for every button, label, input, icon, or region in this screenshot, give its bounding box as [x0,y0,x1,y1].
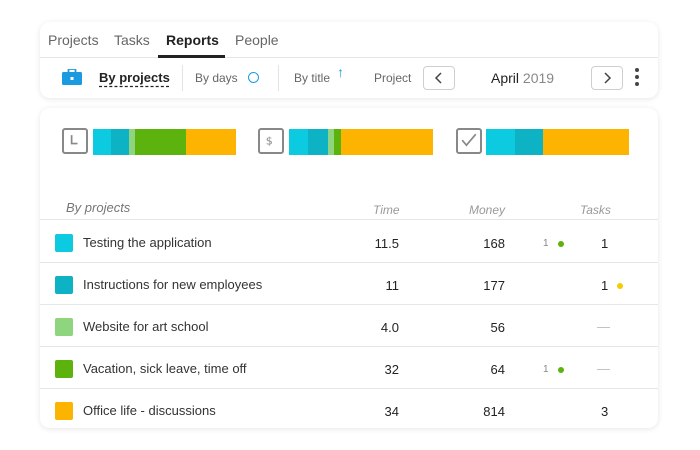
summary-bar-segment [135,129,187,155]
project-filter-label[interactable]: Project [374,71,412,85]
tasks-summary-bar [486,129,629,155]
summary-bar-segment [334,129,341,155]
prev-month-button[interactable] [423,66,455,90]
report-card: $ By projects Time Money Tasks Testing t… [40,108,658,428]
project-name[interactable]: Vacation, sick leave, time off [83,361,247,376]
briefcase-icon [62,69,82,85]
summary-bar-segment [327,129,335,155]
money-summary-bar [289,129,433,155]
summary-bar-segment [128,129,136,155]
status-dot-icon [617,283,623,289]
project-color-swatch [55,402,73,420]
more-menu-icon[interactable] [635,68,639,88]
month-label: April [491,70,520,86]
project-color-swatch [55,318,73,336]
circle-radio-icon[interactable] [248,72,259,83]
open-tasks-count: 1 [543,364,549,375]
project-name[interactable]: Instructions for new employees [83,277,263,292]
table-row[interactable]: Website for art school 4.0 56 — [40,305,658,347]
money-value: 177 [483,278,505,293]
summary-bar-segment [486,129,515,155]
chevron-left-icon [434,72,442,84]
column-header-project[interactable]: By projects [66,200,131,215]
time-summary-bar [93,129,236,155]
summary-bar-segment [340,129,433,155]
clock-icon [62,128,88,154]
tab-people[interactable]: People [235,32,279,48]
tab-tasks[interactable]: Tasks [114,32,150,48]
money-value: 64 [490,362,505,377]
project-color-swatch [55,234,73,252]
sort-by-title[interactable]: By title [294,71,331,85]
divider [182,65,183,91]
time-value: 32 [384,362,399,377]
reports-header-card: Projects Tasks Reports People By project… [40,22,658,98]
check-icon [456,128,482,154]
tasks-value: 3 [601,404,609,419]
column-header-time[interactable]: Time [373,203,400,217]
summary-bar-segment [307,129,328,155]
svg-text:$: $ [266,134,273,147]
money-value: 814 [483,404,505,419]
year-label: 2019 [522,70,555,86]
active-tab-indicator [158,55,225,58]
main-tabs: Projects Tasks Reports People [40,22,658,58]
report-toolbar: By projects By days By title ↑ Project A… [40,59,658,98]
project-name[interactable]: Website for art school [83,319,209,334]
open-tasks-count: 1 [543,238,549,249]
tasks-empty-dash: — [597,361,610,376]
summary-bar-segment [186,129,236,155]
tasks-value: 1 [601,236,609,251]
sort-arrow-up-icon[interactable]: ↑ [337,64,344,80]
time-value: 4.0 [380,320,399,335]
status-dot-icon [558,241,564,247]
table-row[interactable]: Office life - discussions 34 814 3 [40,389,658,431]
current-period: April 2019 [491,70,554,86]
by-days-toggle[interactable]: By days [195,71,238,85]
time-value: 34 [384,404,399,419]
summary-bar-segment [111,129,129,155]
divider [278,65,279,91]
column-header-money[interactable]: Money [469,203,506,217]
tasks-value: 1 [601,278,609,293]
project-name[interactable]: Office life - discussions [83,403,216,418]
money-value: 168 [483,236,505,251]
column-header-tasks[interactable]: Tasks [580,203,611,217]
table-row[interactable]: Testing the application 11.5 168 1 1 [40,221,658,263]
next-month-button[interactable] [591,66,623,90]
summary-bar-segment [289,129,308,155]
table-header: By projects Time Money Tasks [40,200,658,220]
group-by-projects[interactable]: By projects [99,70,170,85]
summary-bar-segment [543,129,629,155]
dollar-icon: $ [258,128,284,154]
summary-bar-segment [514,129,544,155]
time-value: 11 [385,278,400,293]
table-row[interactable]: Vacation, sick leave, time off 32 64 1 — [40,347,658,389]
project-name[interactable]: Testing the application [83,235,212,250]
tab-reports[interactable]: Reports [166,32,219,48]
summary-bar-segment [93,129,112,155]
tasks-empty-dash: — [597,319,610,334]
chevron-right-icon [604,72,612,84]
project-color-swatch [55,276,73,294]
tab-projects[interactable]: Projects [48,32,99,48]
table-row[interactable]: Instructions for new employees 11 177 1 [40,263,658,305]
status-dot-icon [558,367,564,373]
time-value: 11.5 [374,236,399,251]
money-value: 56 [490,320,505,335]
project-color-swatch [55,360,73,378]
